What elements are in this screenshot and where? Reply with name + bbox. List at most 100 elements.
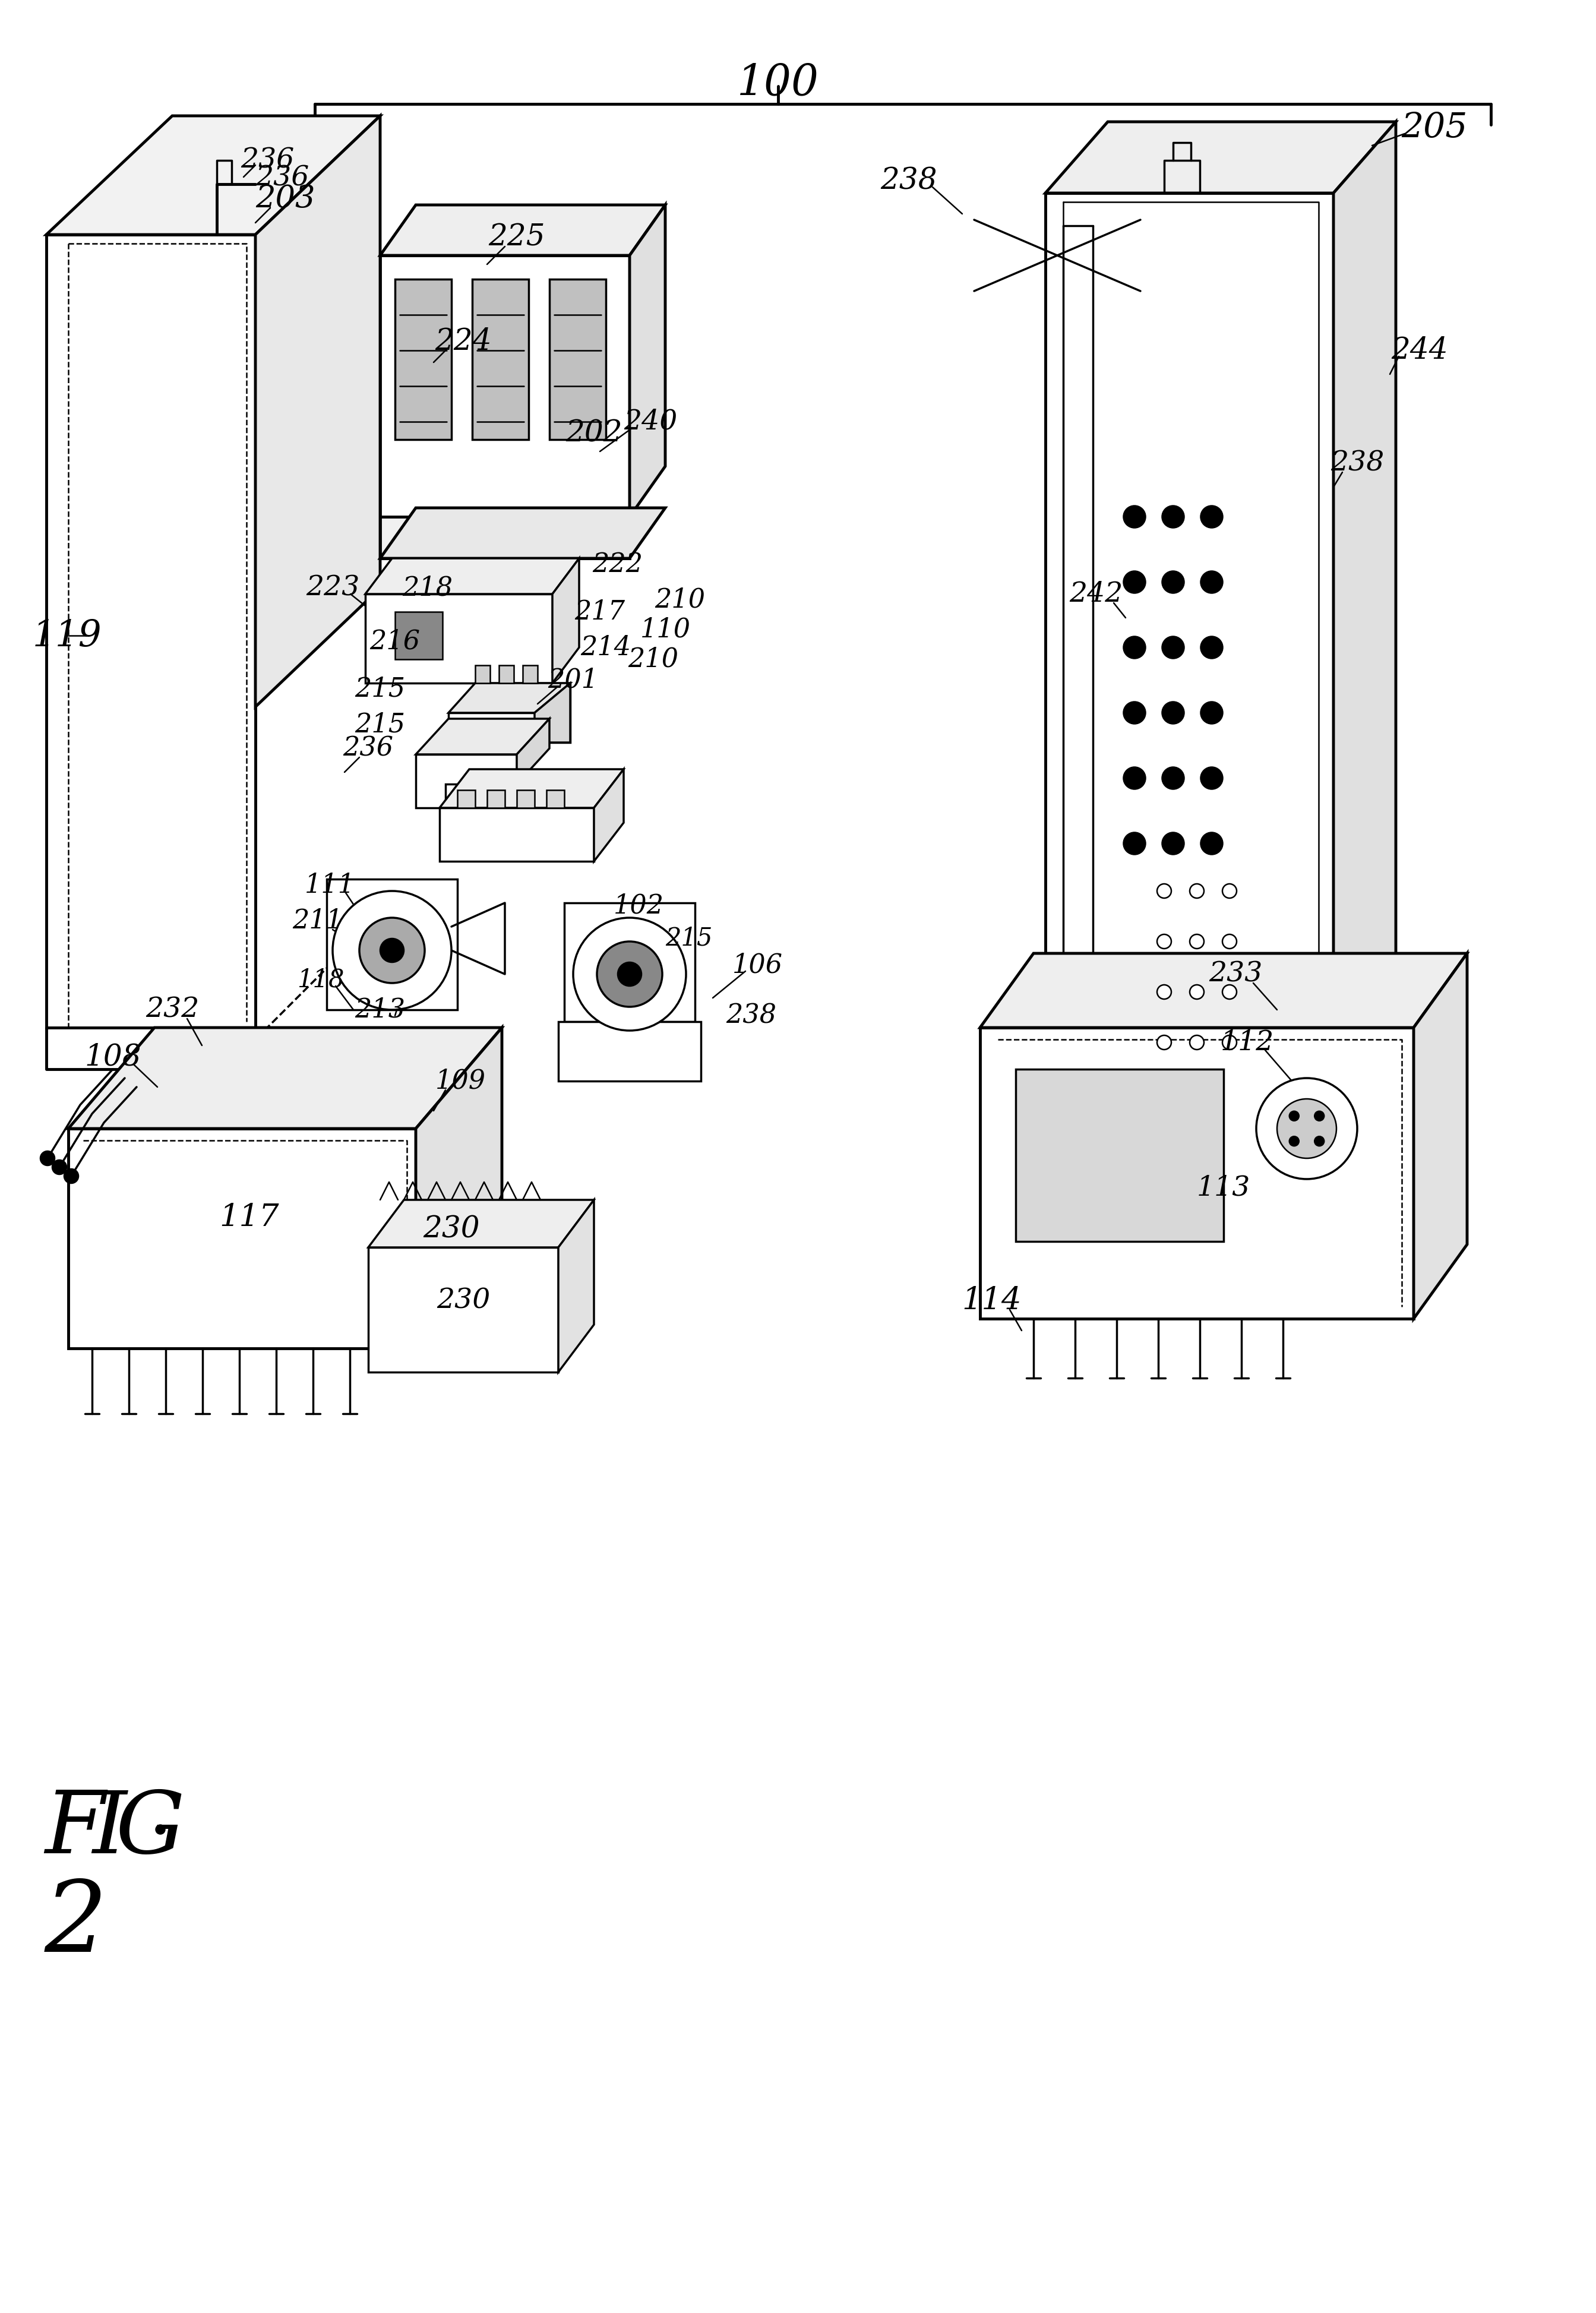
Text: G: G — [117, 1788, 185, 1871]
Text: 202: 202 — [565, 419, 622, 449]
Circle shape — [1157, 884, 1171, 897]
Text: 240: 240 — [624, 409, 677, 435]
Circle shape — [156, 1825, 164, 1834]
Polygon shape — [500, 666, 514, 682]
Polygon shape — [559, 1022, 701, 1080]
Circle shape — [1189, 884, 1203, 897]
Polygon shape — [565, 902, 694, 1022]
Text: 100: 100 — [737, 62, 819, 104]
Circle shape — [1124, 507, 1146, 527]
Circle shape — [1223, 934, 1237, 948]
Text: 215: 215 — [354, 675, 405, 701]
Text: 215: 215 — [354, 712, 405, 738]
Text: 203: 203 — [255, 183, 314, 215]
Circle shape — [1162, 833, 1184, 853]
Polygon shape — [448, 682, 570, 712]
Polygon shape — [1015, 1069, 1224, 1242]
Circle shape — [597, 941, 662, 1006]
Polygon shape — [629, 206, 666, 516]
Text: 218: 218 — [402, 576, 453, 601]
Text: 201: 201 — [547, 666, 598, 694]
Circle shape — [1202, 703, 1223, 724]
Circle shape — [1124, 833, 1146, 853]
Text: 230: 230 — [423, 1214, 480, 1244]
Circle shape — [1223, 884, 1237, 897]
Text: 210: 210 — [629, 648, 678, 673]
Circle shape — [1157, 1036, 1171, 1050]
Circle shape — [1162, 636, 1184, 659]
Text: 111: 111 — [305, 872, 354, 897]
Text: I: I — [93, 1788, 126, 1871]
Text: 113: 113 — [1197, 1175, 1250, 1200]
Polygon shape — [980, 953, 1467, 1027]
Polygon shape — [458, 791, 476, 807]
Text: 232: 232 — [145, 997, 200, 1022]
Polygon shape — [1045, 192, 1334, 1122]
Circle shape — [1157, 985, 1171, 999]
Polygon shape — [517, 719, 549, 784]
Circle shape — [53, 1161, 67, 1175]
Polygon shape — [476, 666, 490, 682]
Circle shape — [380, 939, 404, 962]
Polygon shape — [1334, 123, 1396, 1122]
Polygon shape — [46, 234, 255, 1027]
Text: 244: 244 — [1392, 335, 1448, 365]
Text: F: F — [45, 1788, 105, 1871]
Circle shape — [1277, 1099, 1336, 1159]
Polygon shape — [439, 770, 624, 807]
Polygon shape — [448, 682, 570, 742]
Circle shape — [1202, 507, 1223, 527]
Circle shape — [1162, 571, 1184, 592]
Polygon shape — [417, 719, 549, 754]
Text: 2: 2 — [45, 1876, 107, 1973]
Polygon shape — [69, 1027, 501, 1129]
Circle shape — [1202, 571, 1223, 592]
Circle shape — [359, 918, 425, 983]
Polygon shape — [369, 1200, 594, 1247]
Text: 109: 109 — [436, 1069, 485, 1094]
Circle shape — [1202, 636, 1223, 659]
Text: 224: 224 — [434, 326, 492, 356]
Polygon shape — [255, 116, 380, 708]
Polygon shape — [417, 1027, 501, 1348]
Polygon shape — [552, 557, 579, 682]
Polygon shape — [559, 1200, 594, 1372]
Text: 102: 102 — [613, 893, 664, 918]
Circle shape — [1124, 768, 1146, 789]
Polygon shape — [535, 682, 570, 742]
Polygon shape — [487, 791, 504, 807]
Text: 117: 117 — [220, 1203, 279, 1233]
Text: 223: 223 — [306, 574, 359, 601]
Text: 238: 238 — [1331, 449, 1384, 476]
Circle shape — [1290, 1136, 1299, 1145]
Text: 230: 230 — [436, 1288, 490, 1314]
Circle shape — [40, 1152, 54, 1166]
Polygon shape — [980, 1027, 1414, 1318]
Circle shape — [1223, 1036, 1237, 1050]
Polygon shape — [549, 280, 606, 439]
Circle shape — [332, 891, 452, 1011]
Polygon shape — [517, 791, 535, 807]
Circle shape — [1189, 985, 1203, 999]
Text: 225: 225 — [488, 222, 546, 252]
Text: 236: 236 — [343, 736, 394, 761]
Text: 233: 233 — [1208, 960, 1262, 988]
Circle shape — [1162, 703, 1184, 724]
Text: 108: 108 — [85, 1043, 142, 1071]
Polygon shape — [365, 557, 579, 594]
Text: 106: 106 — [733, 953, 782, 978]
Text: 210: 210 — [654, 588, 705, 613]
Polygon shape — [380, 516, 629, 557]
Polygon shape — [365, 594, 552, 682]
Polygon shape — [380, 206, 666, 254]
Text: 205: 205 — [1401, 111, 1467, 143]
Polygon shape — [327, 879, 458, 1011]
Circle shape — [1189, 934, 1203, 948]
Polygon shape — [472, 280, 528, 439]
Text: 215: 215 — [666, 925, 713, 951]
Text: 213: 213 — [354, 997, 405, 1022]
Text: 214: 214 — [581, 634, 630, 659]
Circle shape — [1223, 985, 1237, 999]
Text: 211: 211 — [292, 909, 343, 934]
Text: 217: 217 — [575, 599, 626, 625]
